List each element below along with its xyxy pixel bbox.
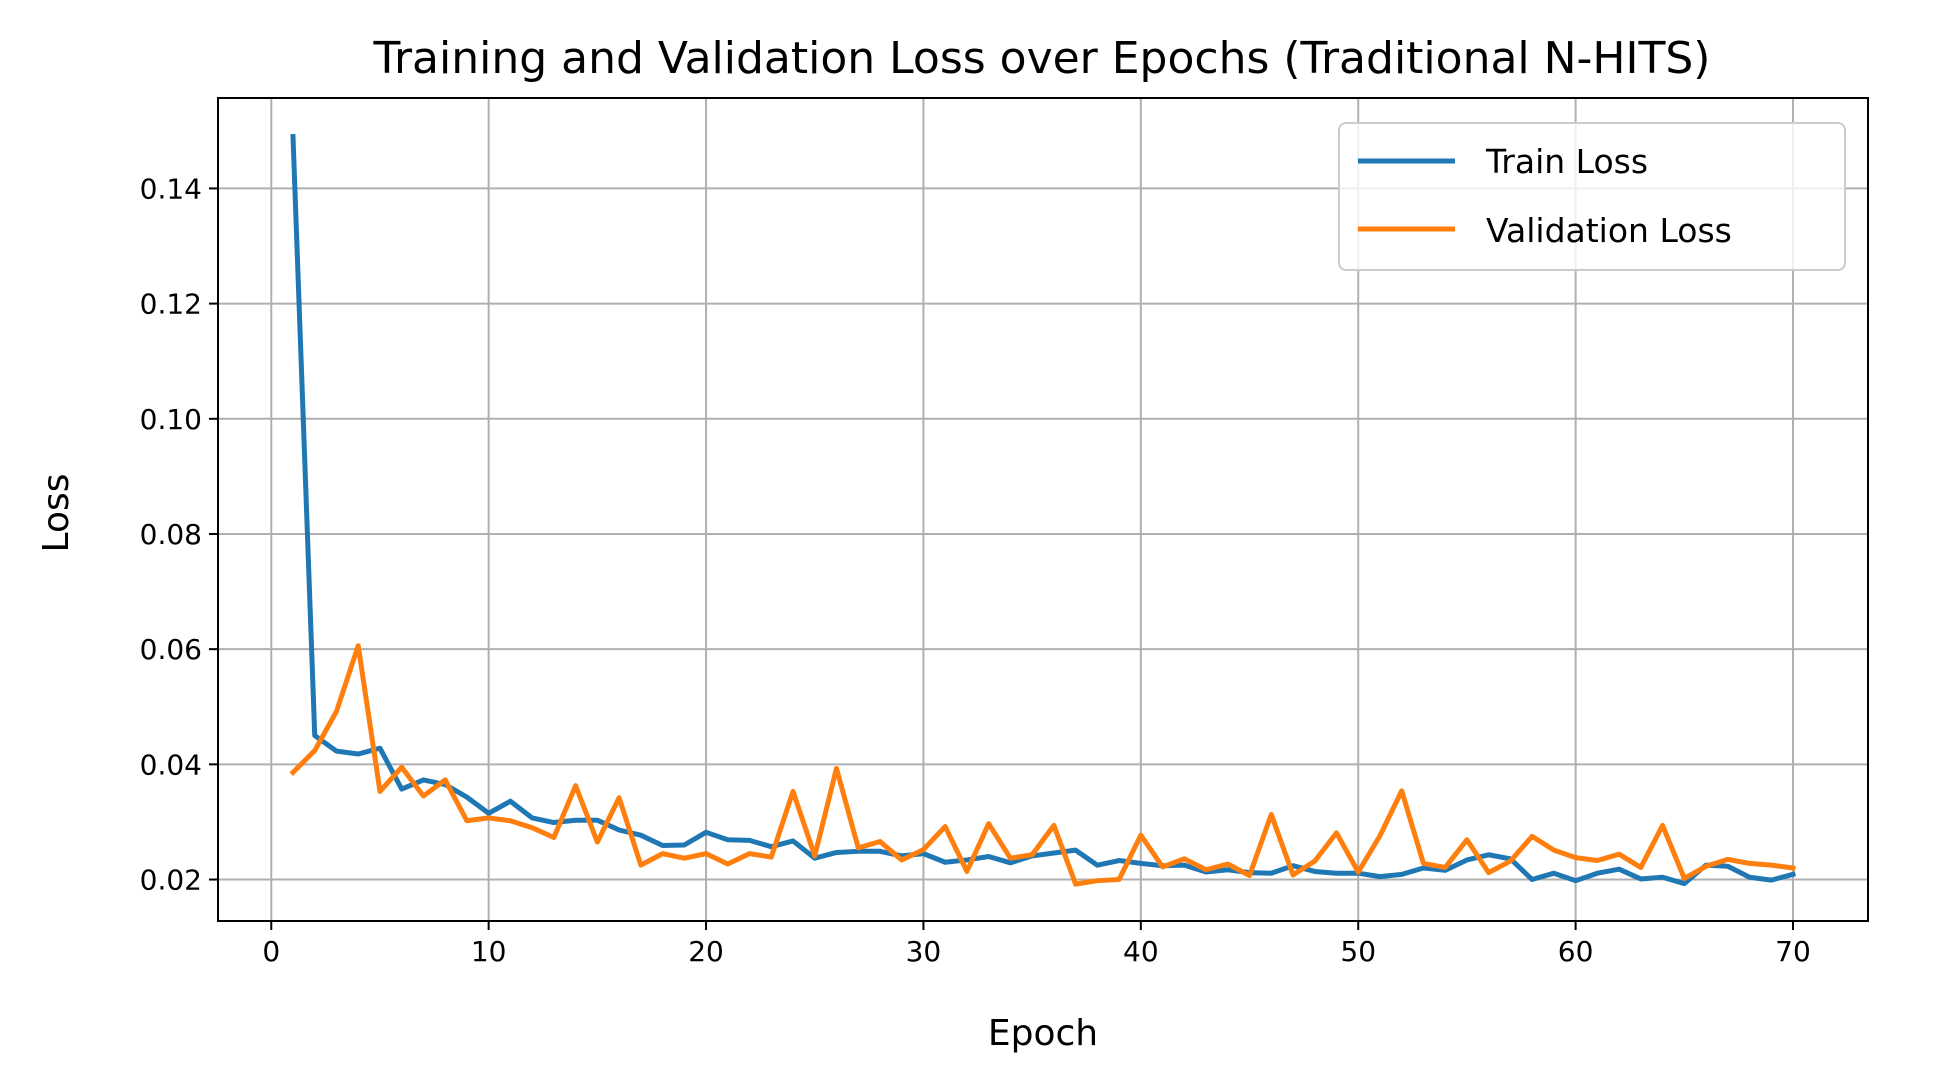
- legend: Train Loss Validation Loss: [1338, 122, 1846, 271]
- x-axis-ticks: 0 10 20 30 40 50 60 70: [262, 921, 1811, 968]
- y-tick-label: 0.04: [140, 748, 202, 781]
- x-tick-label: 40: [1123, 935, 1159, 968]
- y-tick-label: 0.02: [140, 864, 202, 897]
- y-axis-label: Loss: [36, 474, 77, 553]
- train-loss-line: [290, 134, 1797, 887]
- plot-frame: [217, 97, 1869, 922]
- series-layer: [289, 134, 1797, 887]
- legend-box: [1338, 122, 1846, 271]
- validation-loss-line: [289, 643, 1796, 887]
- legend-train-label: Train Loss: [1485, 142, 1648, 181]
- chart-title: Training and Validation Loss over Epochs…: [373, 33, 1711, 84]
- y-tick-label: 0.10: [140, 403, 202, 436]
- x-tick-label: 60: [1558, 935, 1594, 968]
- y-tick-label: 0.08: [140, 518, 202, 551]
- x-tick-label: 20: [688, 935, 724, 968]
- y-axis-ticks: 0.02 0.04 0.06 0.08 0.10 0.12 0.14: [140, 172, 218, 897]
- x-tick-label: 10: [471, 935, 507, 968]
- x-axis-label: Epoch: [988, 1013, 1098, 1054]
- legend-validation-label: Validation Loss: [1486, 211, 1732, 250]
- y-tick-label: 0.14: [140, 172, 202, 205]
- y-tick-label: 0.12: [140, 288, 202, 321]
- x-tick-label: 0: [262, 935, 280, 968]
- y-tick-label: 0.06: [140, 633, 202, 666]
- x-tick-label: 70: [1775, 935, 1811, 968]
- x-tick-label: 30: [906, 935, 942, 968]
- x-tick-label: 50: [1340, 935, 1376, 968]
